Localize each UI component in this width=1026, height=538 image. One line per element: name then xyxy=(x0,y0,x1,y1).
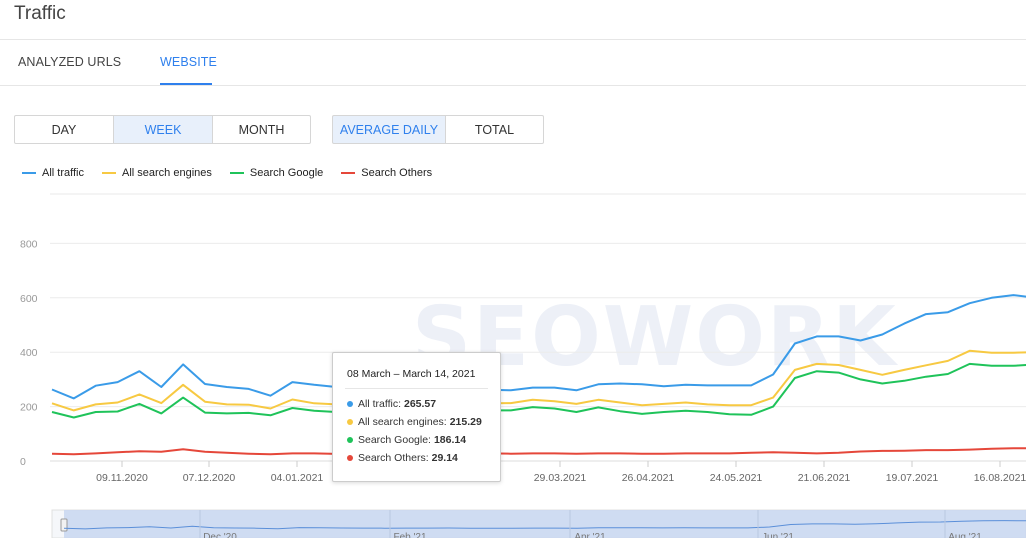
navigator-label: Apr '21 xyxy=(574,532,606,538)
total-button[interactable]: TOTAL xyxy=(445,115,544,144)
legend-item-all-search-engines[interactable]: All search engines xyxy=(101,167,212,179)
series-line-search-others[interactable] xyxy=(51,447,1026,456)
legend-swatch xyxy=(22,172,36,174)
x-tick-label: 16.08.2021 xyxy=(974,472,1026,484)
legend-label: All search engines xyxy=(121,167,212,179)
legend-label: Search Others xyxy=(361,167,433,179)
x-tick-label: 04.01.2021 xyxy=(271,472,324,484)
tooltip-row-label: Search Others: xyxy=(358,452,429,464)
legend-label: Search Google xyxy=(249,167,324,179)
navigator-label: Aug '21 xyxy=(948,532,982,538)
page-title: Traffic xyxy=(14,3,66,24)
series-line-all-traffic[interactable] xyxy=(51,294,1026,400)
mode-toggle-group: AVERAGE DAILY TOTAL xyxy=(332,115,544,144)
legend-item-search-others[interactable]: Search Others xyxy=(341,167,432,179)
tooltip-row-value: 29.14 xyxy=(431,452,458,464)
navigator-handle[interactable] xyxy=(60,518,68,532)
series-dot xyxy=(347,401,353,407)
tooltip-row-value: 186.14 xyxy=(433,434,467,446)
x-tick-label: 07.12.2020 xyxy=(183,472,236,484)
y-tick-label: 200 xyxy=(20,402,38,414)
y-tick-label: 400 xyxy=(20,347,38,359)
series-dot xyxy=(347,419,353,425)
series-line-all-search-engines[interactable] xyxy=(51,349,1026,412)
chart-legend: All traffic All search engines Search Go… xyxy=(22,167,450,179)
tooltip-row-label: All traffic: xyxy=(358,398,401,410)
tooltip-row-search-google: Search Google: 186.14 xyxy=(347,434,466,446)
legend-swatch xyxy=(229,172,244,174)
legend-item-all-traffic[interactable]: All traffic xyxy=(22,167,84,179)
tooltip-row-all-traffic: All traffic: 265.57 xyxy=(347,398,436,410)
legend-swatch xyxy=(341,172,356,174)
tooltip-row-all-search-engines: All search engines: 215.29 xyxy=(347,416,482,428)
navigator-label: Jun '21 xyxy=(762,532,794,538)
month-button[interactable]: MONTH xyxy=(212,115,311,144)
tooltip-row-value: 215.29 xyxy=(449,416,482,428)
series-dot xyxy=(347,437,353,443)
chart-tooltip: 08 March – March 14, 2021 All traffic: 26… xyxy=(332,352,501,482)
tooltip-row-search-others: Search Others: 29.14 xyxy=(347,452,458,464)
traffic-line-chart: 0 200 400 600 800 09.11.2020 07.12.2020 04.01.2… xyxy=(20,193,1026,538)
x-tick-label: 19.07.2021 xyxy=(886,472,939,484)
tooltip-row-label: All search engines: xyxy=(358,416,447,428)
x-tick-label: 29.03.2021 xyxy=(534,472,587,484)
tooltip-row-label: Search Google: xyxy=(358,434,431,446)
active-tab-indicator xyxy=(160,83,212,85)
day-button[interactable]: DAY xyxy=(14,115,114,144)
legend-item-search-google[interactable]: Search Google xyxy=(229,167,324,179)
navigator-label: Feb '21 xyxy=(393,532,426,538)
navigator-mini-line xyxy=(63,520,1026,530)
x-tick-label: 26.04.2021 xyxy=(622,472,675,484)
header-divider xyxy=(0,39,1026,40)
x-tick-label: 24.05.2021 xyxy=(710,472,763,484)
legend-swatch xyxy=(101,172,116,174)
legend-label: All traffic xyxy=(42,167,84,179)
tooltip-heading: 08 March – March 14, 2021 xyxy=(347,368,476,380)
tooltip-divider xyxy=(345,388,488,389)
y-tick-label: 800 xyxy=(20,238,38,250)
average-daily-button[interactable]: AVERAGE DAILY xyxy=(332,115,446,144)
tab-website[interactable]: WEBSITE xyxy=(160,55,217,69)
week-button[interactable]: WEEK xyxy=(113,115,213,144)
tooltip-row-value: 265.57 xyxy=(403,398,437,410)
tab-bar: ANALYZED URLS WEBSITE xyxy=(0,40,1026,86)
series-line-search-google[interactable] xyxy=(51,362,1026,419)
x-tick-label: 09.11.2020 xyxy=(96,472,148,484)
y-tick-label: 0 xyxy=(20,456,26,468)
navigator-label: Dec '20 xyxy=(203,532,237,538)
y-tick-label: 600 xyxy=(20,293,38,305)
tab-analyzed-urls[interactable]: ANALYZED URLS xyxy=(18,55,122,69)
series-dot xyxy=(347,455,353,461)
period-toggle-group: DAY WEEK MONTH xyxy=(14,115,311,144)
x-tick-label: 21.06.2021 xyxy=(798,472,851,484)
